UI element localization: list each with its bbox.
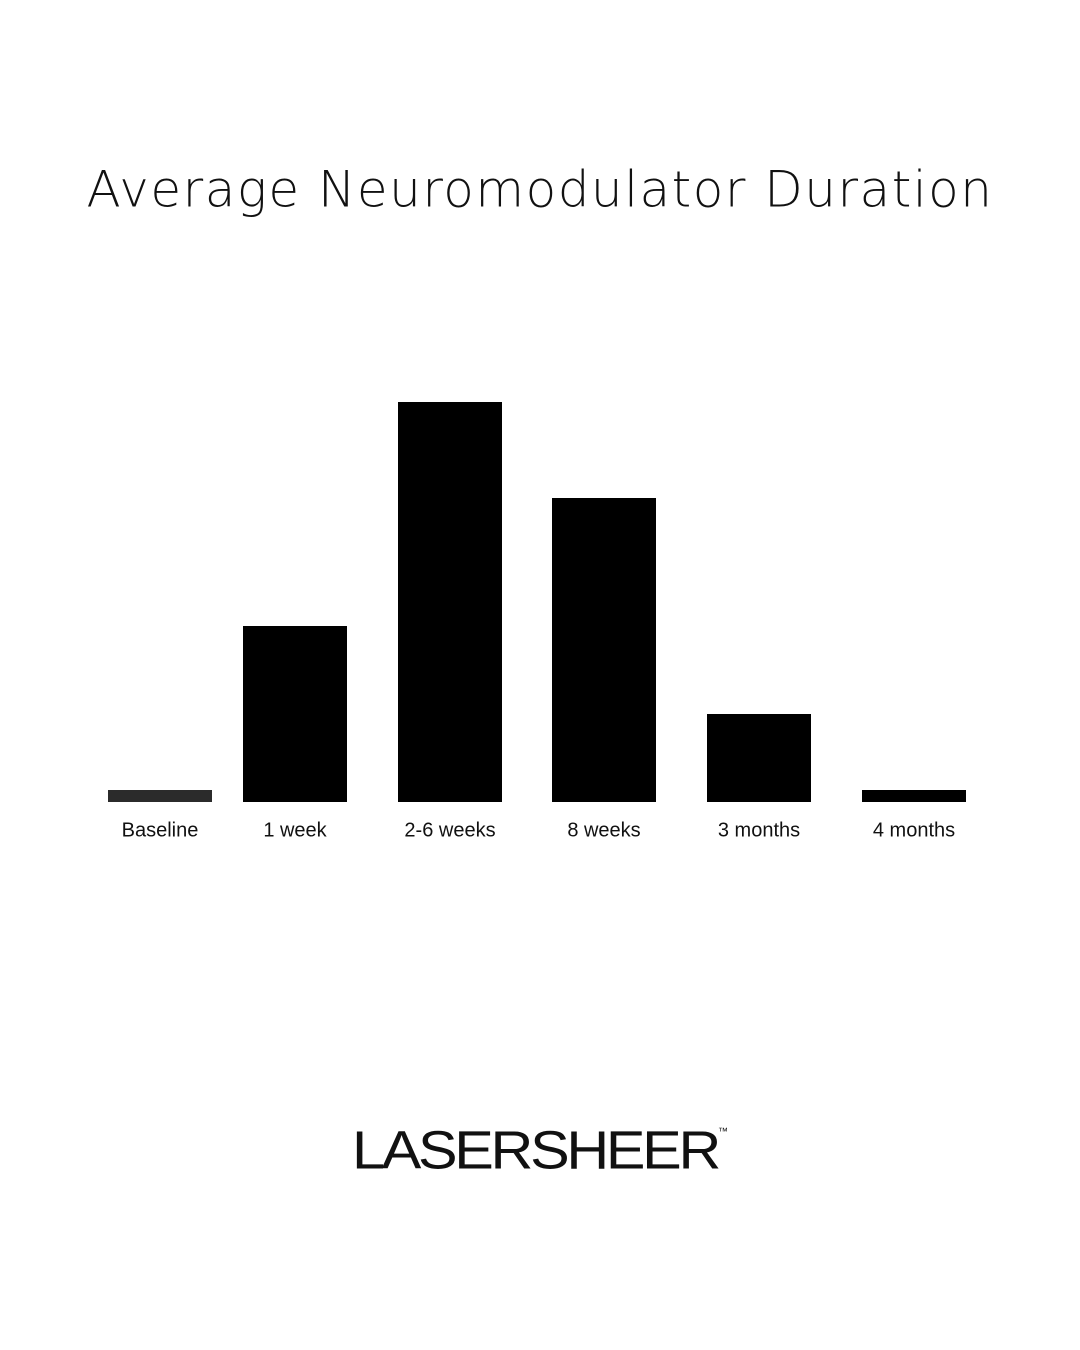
- x-tick-label: 2-6 weeks: [404, 819, 495, 841]
- bar: [243, 626, 347, 802]
- x-tick-label: 4 months: [873, 819, 955, 841]
- x-tick-label: 1 week: [263, 819, 327, 841]
- chart-title: Average Neuromodulator Duration: [87, 161, 994, 219]
- bar: [552, 498, 656, 802]
- bar: [707, 714, 811, 802]
- x-tick-label: 8 weeks: [567, 819, 640, 841]
- x-tick-label: Baseline: [122, 819, 199, 841]
- x-tick-label: 3 months: [718, 819, 800, 841]
- brand-logo: LASERSHEER: [352, 1120, 719, 1180]
- bar: [862, 790, 966, 802]
- bar: [398, 402, 502, 802]
- bar: [108, 790, 212, 802]
- trademark: ™: [718, 1127, 728, 1138]
